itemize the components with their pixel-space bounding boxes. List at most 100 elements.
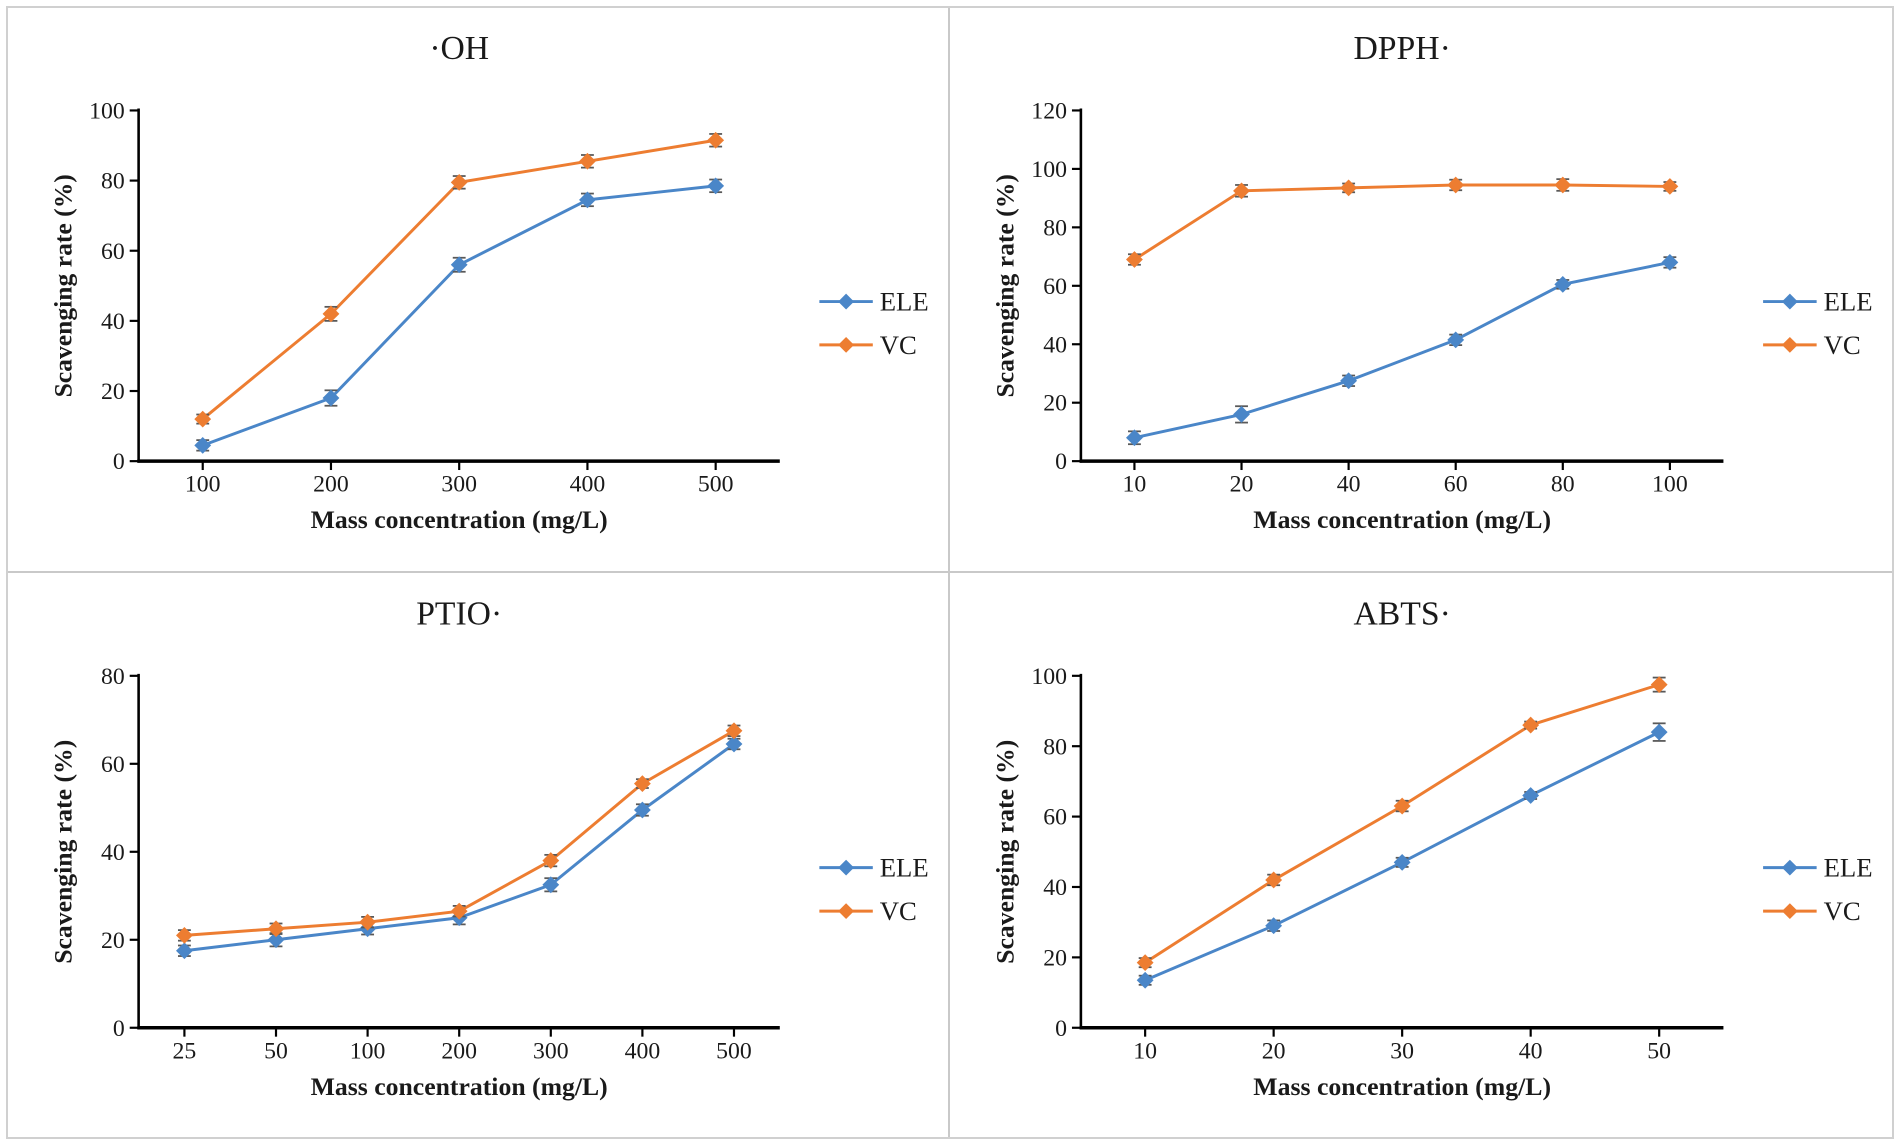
data-point-marker bbox=[359, 913, 377, 931]
data-point-marker bbox=[1136, 953, 1154, 971]
x-axis-title: Mass concentration (mg/L) bbox=[1253, 1072, 1551, 1101]
x-tick-label: 40 bbox=[1337, 472, 1361, 498]
data-point-marker bbox=[707, 177, 725, 195]
x-tick-label: 30 bbox=[1390, 1038, 1414, 1064]
y-tick-label: 0 bbox=[1055, 1015, 1067, 1041]
y-tick-label: 60 bbox=[101, 751, 125, 777]
data-point-marker bbox=[579, 152, 596, 170]
x-tick-label: 50 bbox=[264, 1038, 288, 1064]
y-tick-label: 0 bbox=[113, 449, 125, 475]
legend: ELE VC bbox=[819, 852, 929, 926]
chart-title: DPPH· bbox=[1353, 30, 1450, 67]
y-tick-label: 20 bbox=[1043, 391, 1067, 417]
series-line-VC bbox=[1133, 183, 1670, 261]
legend-label: ELE bbox=[880, 287, 929, 317]
legend-label: VC bbox=[1824, 896, 1861, 926]
y-tick-label: 80 bbox=[1043, 734, 1067, 760]
x-tick-label: 10 bbox=[1133, 1038, 1157, 1064]
legend-item-ELE: ELE bbox=[1763, 287, 1873, 317]
x-tick-label: 50 bbox=[1647, 1038, 1671, 1064]
legend-marker bbox=[838, 902, 854, 919]
chart-svg: ABTS· 0 20 40 60 80 100 10 20 30 40 50 Mass concentr… bbox=[990, 595, 1873, 1101]
x-axis-title: Mass concentration (mg/L) bbox=[311, 1071, 608, 1100]
legend-marker bbox=[838, 859, 854, 876]
y-tick-label: 80 bbox=[101, 169, 125, 195]
x-tick-label: 20 bbox=[1230, 472, 1254, 498]
data-point-marker bbox=[175, 941, 193, 959]
chart-panel-abts: ABTS· 0 20 40 60 80 100 10 20 30 40 50 Mass concentr… bbox=[950, 572, 1892, 1137]
y-tick-label: 20 bbox=[1043, 945, 1067, 971]
data-point-marker bbox=[1265, 871, 1283, 888]
legend-marker bbox=[838, 337, 854, 353]
legend: ELE VC bbox=[1763, 287, 1873, 360]
legend: ELE VC bbox=[819, 287, 929, 360]
data-point-marker bbox=[1340, 372, 1358, 390]
y-axis-title: Scavenging rate (%) bbox=[48, 174, 77, 397]
legend-label: VC bbox=[1824, 330, 1861, 360]
x-tick-label: 300 bbox=[441, 472, 477, 498]
legend-label: VC bbox=[880, 330, 917, 360]
legend-label: ELE bbox=[880, 852, 929, 882]
y-axis-title: Scavenging rate (%) bbox=[990, 174, 1019, 397]
legend-item-VC: VC bbox=[819, 896, 917, 926]
data-point-marker bbox=[725, 735, 743, 752]
x-tick-label: 500 bbox=[698, 472, 734, 498]
data-point-marker bbox=[1661, 178, 1679, 195]
x-tick-label: 400 bbox=[570, 472, 606, 498]
legend-marker bbox=[838, 293, 854, 310]
y-tick-label: 40 bbox=[101, 309, 125, 335]
chart-title: ·OH bbox=[429, 30, 489, 67]
x-tick-label: 400 bbox=[625, 1038, 661, 1064]
x-tick-label: 60 bbox=[1444, 472, 1468, 498]
x-axis-title: Mass concentration (mg/L) bbox=[1253, 505, 1551, 534]
data-point-marker bbox=[322, 389, 340, 407]
legend-label: VC bbox=[880, 896, 917, 926]
y-tick-label: 120 bbox=[1031, 99, 1067, 125]
y-tick-label: 0 bbox=[113, 1015, 125, 1041]
data-point-marker bbox=[1650, 675, 1668, 693]
data-point-marker bbox=[707, 131, 725, 149]
data-point-marker bbox=[1126, 429, 1143, 447]
legend-item-ELE: ELE bbox=[819, 852, 929, 882]
legend-marker bbox=[1781, 337, 1798, 353]
x-tick-label: 25 bbox=[173, 1038, 197, 1064]
y-tick-label: 60 bbox=[1043, 804, 1067, 830]
x-tick-label: 100 bbox=[350, 1038, 386, 1064]
series-line-VC bbox=[1144, 682, 1660, 964]
legend-item-ELE: ELE bbox=[1763, 852, 1873, 882]
data-point-marker bbox=[1233, 182, 1250, 200]
legend-marker bbox=[1781, 859, 1798, 876]
y-axis-title: Scavenging rate (%) bbox=[990, 739, 1019, 963]
data-point-marker bbox=[194, 436, 212, 454]
y-tick-label: 60 bbox=[1043, 274, 1067, 300]
x-axis-title: Mass concentration (mg/L) bbox=[311, 505, 608, 534]
y-tick-label: 60 bbox=[101, 239, 125, 265]
legend-label: ELE bbox=[1824, 852, 1873, 882]
y-tick-label: 0 bbox=[1055, 449, 1067, 475]
data-point-marker bbox=[1522, 786, 1540, 804]
y-tick-label: 40 bbox=[1043, 875, 1067, 901]
data-point-marker bbox=[267, 930, 285, 948]
data-point-marker bbox=[1265, 916, 1283, 934]
x-tick-label: 100 bbox=[1652, 472, 1688, 498]
data-point-marker bbox=[194, 410, 212, 428]
chart-svg: ·OH 0 20 40 60 80 100 100 200 300 400 500 Mass conce… bbox=[48, 30, 929, 534]
data-point-marker bbox=[1522, 716, 1540, 733]
x-tick-label: 20 bbox=[1262, 1038, 1286, 1064]
y-tick-label: 40 bbox=[1043, 332, 1067, 358]
chart-title: ABTS· bbox=[1353, 595, 1450, 632]
y-axis-title: Scavenging rate (%) bbox=[48, 739, 77, 963]
y-tick-label: 80 bbox=[1043, 215, 1067, 241]
series-line-ELE bbox=[1134, 260, 1671, 440]
data-point-marker bbox=[1447, 331, 1465, 349]
series-line-ELE bbox=[202, 184, 716, 447]
legend-marker bbox=[1781, 902, 1798, 919]
data-point-marker bbox=[322, 305, 340, 323]
x-tick-label: 300 bbox=[533, 1038, 569, 1064]
data-point-marker bbox=[450, 902, 468, 920]
y-tick-label: 80 bbox=[101, 663, 125, 689]
legend-item-VC: VC bbox=[1763, 330, 1861, 360]
figure-frame: ·OH 0 20 40 60 80 100 100 200 300 400 500 Mass conce… bbox=[6, 6, 1894, 1139]
data-point-marker bbox=[1393, 797, 1411, 814]
